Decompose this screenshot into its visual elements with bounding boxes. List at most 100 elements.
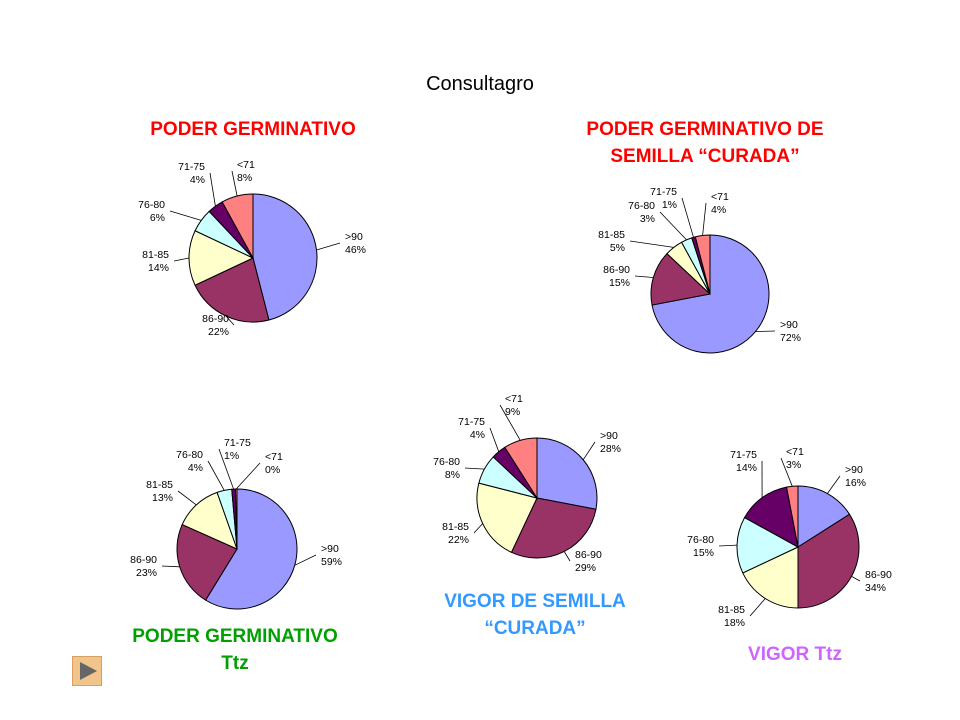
slice-percent: 34% bbox=[865, 582, 886, 594]
slice-percent: 8% bbox=[237, 172, 252, 184]
slice-percent: 15% bbox=[693, 547, 714, 559]
slice-percent: 18% bbox=[724, 617, 745, 629]
pie-slice bbox=[797, 485, 851, 548]
slice-label: >90 bbox=[321, 543, 339, 555]
leader-line bbox=[173, 257, 190, 262]
title-vigor-curada: VIGOR DE SEMILLA “CURADA” bbox=[400, 588, 670, 642]
slice-label: 76-80 bbox=[176, 449, 203, 461]
leader-line bbox=[634, 275, 654, 278]
slice-label: 81-85 bbox=[718, 604, 745, 616]
slice-percent: 4% bbox=[711, 204, 726, 216]
title-poder-germinativo-ttz: PODER GERMINATIVO Ttz bbox=[90, 623, 380, 677]
slice-percent: 9% bbox=[505, 406, 520, 418]
leader-line bbox=[851, 576, 861, 582]
leader-line bbox=[718, 544, 738, 547]
leader-line bbox=[582, 441, 596, 461]
slice-label: <71 bbox=[237, 159, 255, 171]
title-line: Ttz bbox=[221, 653, 249, 674]
leader-line bbox=[755, 330, 776, 332]
slice-label: 81-85 bbox=[146, 479, 173, 491]
slice-label: >90 bbox=[345, 231, 363, 243]
leader-line bbox=[218, 448, 234, 490]
slice-percent: 1% bbox=[224, 450, 239, 462]
pie-slice bbox=[797, 513, 860, 609]
title-line: PODER GERMINATIVO bbox=[132, 626, 338, 647]
slice-label: 86-90 bbox=[130, 554, 157, 566]
title-line: VIGOR DE SEMILLA bbox=[444, 591, 626, 612]
title-poder-germinativo: PODER GERMINATIVO bbox=[108, 116, 398, 143]
pie-slice bbox=[221, 193, 254, 259]
pie-slice bbox=[743, 486, 799, 548]
slice-percent: 0% bbox=[265, 464, 280, 476]
slice-label: 71-75 bbox=[224, 437, 251, 449]
slice-percent: 4% bbox=[470, 429, 485, 441]
pie-slice bbox=[204, 488, 298, 610]
leader-line bbox=[563, 551, 571, 562]
slice-label: 71-75 bbox=[650, 186, 677, 198]
slice-label: 71-75 bbox=[458, 416, 485, 428]
title-line: SEMILLA “CURADA” bbox=[610, 146, 800, 167]
pie-slice bbox=[650, 252, 712, 306]
next-slide-button[interactable] bbox=[72, 656, 102, 686]
title-vigor-ttz: VIGOR Ttz bbox=[720, 641, 870, 668]
leader-line bbox=[629, 240, 674, 248]
page-header: Consultagro bbox=[426, 73, 534, 95]
pie-slice bbox=[194, 257, 270, 323]
leader-line bbox=[827, 475, 841, 494]
leader-line bbox=[235, 462, 261, 490]
slice-percent: 1% bbox=[662, 199, 677, 211]
leader-line bbox=[207, 460, 225, 491]
slice-label: <71 bbox=[505, 393, 523, 405]
leader-line bbox=[659, 211, 687, 241]
slice-percent: 22% bbox=[448, 534, 469, 546]
slice-label: 76-80 bbox=[433, 456, 460, 468]
title-line: “CURADA” bbox=[484, 618, 586, 639]
slice-label: 81-85 bbox=[598, 229, 625, 241]
slice-label: >90 bbox=[780, 319, 798, 331]
slice-label: 81-85 bbox=[142, 249, 169, 261]
slice-percent: 13% bbox=[152, 492, 173, 504]
pie-slice bbox=[742, 546, 799, 609]
slice-label: <71 bbox=[711, 191, 729, 203]
slice-label: <71 bbox=[265, 451, 283, 463]
slice-percent: 59% bbox=[321, 556, 342, 568]
leader-line bbox=[681, 197, 694, 238]
slice-percent: 3% bbox=[786, 459, 801, 471]
leader-line bbox=[702, 202, 707, 236]
leader-line bbox=[294, 554, 317, 566]
slice-percent: 5% bbox=[610, 242, 625, 254]
slice-label: >90 bbox=[600, 430, 618, 442]
slice-percent: 23% bbox=[136, 567, 157, 579]
leader-line bbox=[489, 427, 500, 452]
leader-line bbox=[473, 523, 483, 534]
title-line: PODER GERMINATIVO bbox=[150, 119, 356, 140]
slice-percent: 4% bbox=[190, 174, 205, 186]
slice-percent: 28% bbox=[600, 443, 621, 455]
leader-line bbox=[749, 598, 766, 617]
leader-line bbox=[316, 242, 341, 251]
slice-label: 81-85 bbox=[442, 521, 469, 533]
leader-line bbox=[499, 404, 521, 441]
leader-line bbox=[209, 172, 216, 207]
slice-percent: 72% bbox=[780, 332, 801, 344]
pie-slice bbox=[476, 482, 538, 553]
slice-percent: 29% bbox=[575, 562, 596, 574]
slice-percent: 14% bbox=[148, 262, 169, 274]
slice-label: 76-80 bbox=[628, 200, 655, 212]
slice-label: 71-75 bbox=[178, 161, 205, 173]
slice-percent: 8% bbox=[445, 469, 460, 481]
slice-percent: 4% bbox=[188, 462, 203, 474]
slice-label: >90 bbox=[845, 464, 863, 476]
slice-label: 76-80 bbox=[687, 534, 714, 546]
slice-percent: 22% bbox=[208, 326, 229, 338]
slice-label: 86-90 bbox=[603, 264, 630, 276]
play-triangle-icon bbox=[80, 662, 97, 680]
leader-line bbox=[177, 490, 197, 506]
slice-percent: 16% bbox=[845, 477, 866, 489]
